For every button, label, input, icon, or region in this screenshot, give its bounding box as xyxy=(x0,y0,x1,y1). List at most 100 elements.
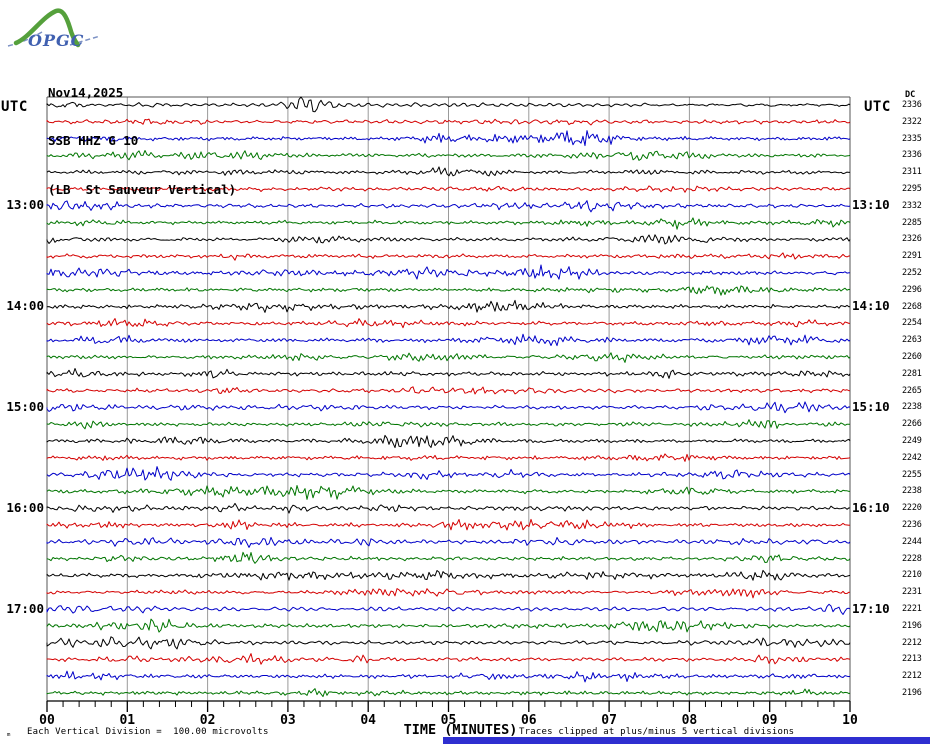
seismic-trace-17:40 xyxy=(46,670,851,683)
seismic-trace-14:00 xyxy=(46,299,851,313)
hour-label-right: 16:10 xyxy=(852,499,890,515)
utc-right-header: UTC xyxy=(864,99,891,115)
dc-value: 2238 xyxy=(902,486,922,497)
hour-label-left: 14:00 xyxy=(6,298,44,314)
dc-value: 2265 xyxy=(902,385,922,396)
dc-value: 2326 xyxy=(902,234,922,245)
x-tick-label: 05 xyxy=(440,713,457,728)
hour-label-right: 17:10 xyxy=(852,600,890,616)
seismic-trace-12:40 xyxy=(46,166,851,177)
x-tick-label: 07 xyxy=(601,713,617,728)
seismic-trace-13:30 xyxy=(46,252,851,261)
dc-value: 2285 xyxy=(902,217,922,228)
hour-label-left: 15:00 xyxy=(6,398,44,414)
hour-label-left: 16:00 xyxy=(6,499,44,515)
hour-label-left: 17:00 xyxy=(6,600,44,616)
footer-mark: ₘ xyxy=(6,729,12,739)
seismic-trace-13:40 xyxy=(46,264,851,280)
clip-note: Traces clipped at plus/minus 5 vertical … xyxy=(519,727,795,737)
dc-column-header: DC xyxy=(905,90,916,100)
seismic-trace-16:00 xyxy=(46,502,851,514)
dc-value: 2336 xyxy=(902,150,922,161)
seismic-trace-16:30 xyxy=(46,551,851,564)
dc-value: 2249 xyxy=(902,436,922,446)
dc-value: 2236 xyxy=(902,520,922,530)
seismic-trace-12:30 xyxy=(46,150,851,161)
seismic-trace-17:20 xyxy=(46,636,851,650)
dc-value: 2254 xyxy=(902,318,922,329)
seismic-trace-12:10 xyxy=(46,118,851,126)
seismic-trace-16:40 xyxy=(46,569,851,581)
hour-label-right: 15:10 xyxy=(852,398,890,414)
logo-dashed-curve xyxy=(7,31,101,47)
dc-value: 2335 xyxy=(902,133,922,144)
seismic-trace-12:00 xyxy=(46,96,851,113)
seismic-trace-16:10 xyxy=(46,518,851,531)
seismic-trace-17:00 xyxy=(46,603,851,615)
dc-value: 2213 xyxy=(902,654,922,665)
seismic-trace-15:40 xyxy=(46,466,851,481)
seismic-trace-14:10 xyxy=(46,318,850,329)
dc-value: 2311 xyxy=(902,167,922,178)
seismic-trace-13:20 xyxy=(46,234,851,245)
seismic-trace-16:20 xyxy=(46,536,851,548)
time-axis-title: TIME (MINUTES) xyxy=(403,722,518,738)
seismic-trace-15:00 xyxy=(46,401,851,414)
x-tick-label: 06 xyxy=(520,713,537,728)
seismic-trace-14:30 xyxy=(46,352,851,363)
dc-value: 2231 xyxy=(902,587,922,598)
logo-text: OPGC xyxy=(28,31,84,50)
plot-title-block: Nov14,2025 SSB HHZ G 10 (LB St Sauveur V… xyxy=(48,52,236,231)
dc-value: 2221 xyxy=(902,604,922,614)
x-tick-label: 00 xyxy=(39,713,55,728)
vertical-division-note: Each Vertical Division = 100.00 microvol… xyxy=(27,727,269,737)
hour-label-right: 13:10 xyxy=(852,197,890,213)
seismic-trace-15:20 xyxy=(46,434,851,449)
dc-value: 2210 xyxy=(902,570,922,581)
dc-value: 2296 xyxy=(902,284,922,295)
station-code: SSB HHZ G 10 xyxy=(48,133,139,149)
dc-value: 2212 xyxy=(902,671,922,682)
seismic-trace-17:10 xyxy=(46,618,851,633)
x-tick-label: 03 xyxy=(280,713,296,728)
seismic-trace-12:50 xyxy=(46,185,851,193)
opgc-logo: OPGC xyxy=(7,8,101,50)
dc-value: 2196 xyxy=(902,688,922,698)
x-tick-label: 04 xyxy=(360,713,377,728)
dc-value: 2220 xyxy=(902,503,922,514)
dc-value: 2263 xyxy=(902,335,922,346)
dc-value: 2196 xyxy=(902,620,922,631)
seismic-trace-15:10 xyxy=(46,419,851,430)
seismic-trace-17:50 xyxy=(46,688,851,698)
hour-label-left: 13:00 xyxy=(6,197,44,213)
seismic-trace-13:50 xyxy=(46,285,851,296)
x-tick-label: 01 xyxy=(119,713,136,728)
dc-value: 2322 xyxy=(902,116,922,127)
dc-value: 2266 xyxy=(902,419,922,430)
dc-value: 2291 xyxy=(902,251,922,262)
seismic-trace-15:50 xyxy=(46,485,850,500)
dc-value: 2228 xyxy=(902,553,922,564)
logo-green-swoosh xyxy=(13,8,81,48)
x-tick-label: 10 xyxy=(842,713,858,728)
seismic-trace-14:20 xyxy=(46,333,851,347)
x-tick-label: 08 xyxy=(681,713,698,728)
seismic-trace-13:00 xyxy=(46,200,851,213)
dc-value: 2268 xyxy=(902,301,922,312)
x-tick-label: 02 xyxy=(199,713,216,728)
dc-value: 2336 xyxy=(902,100,922,110)
station-description: (LB St Sauveur Vertical) xyxy=(48,182,237,198)
dc-value: 2295 xyxy=(902,184,922,194)
dc-value: 2242 xyxy=(902,452,922,463)
bottom-blue-bar xyxy=(443,737,930,744)
x-tick-label: 09 xyxy=(761,713,778,728)
seismic-trace-12:20 xyxy=(46,130,851,147)
seismic-trace-16:50 xyxy=(46,588,850,599)
dc-value: 2260 xyxy=(902,352,922,362)
dc-value: 2332 xyxy=(902,200,922,211)
hour-label-right: 14:10 xyxy=(852,298,890,314)
seismic-trace-17:30 xyxy=(46,653,851,665)
dc-value: 2238 xyxy=(902,402,922,413)
